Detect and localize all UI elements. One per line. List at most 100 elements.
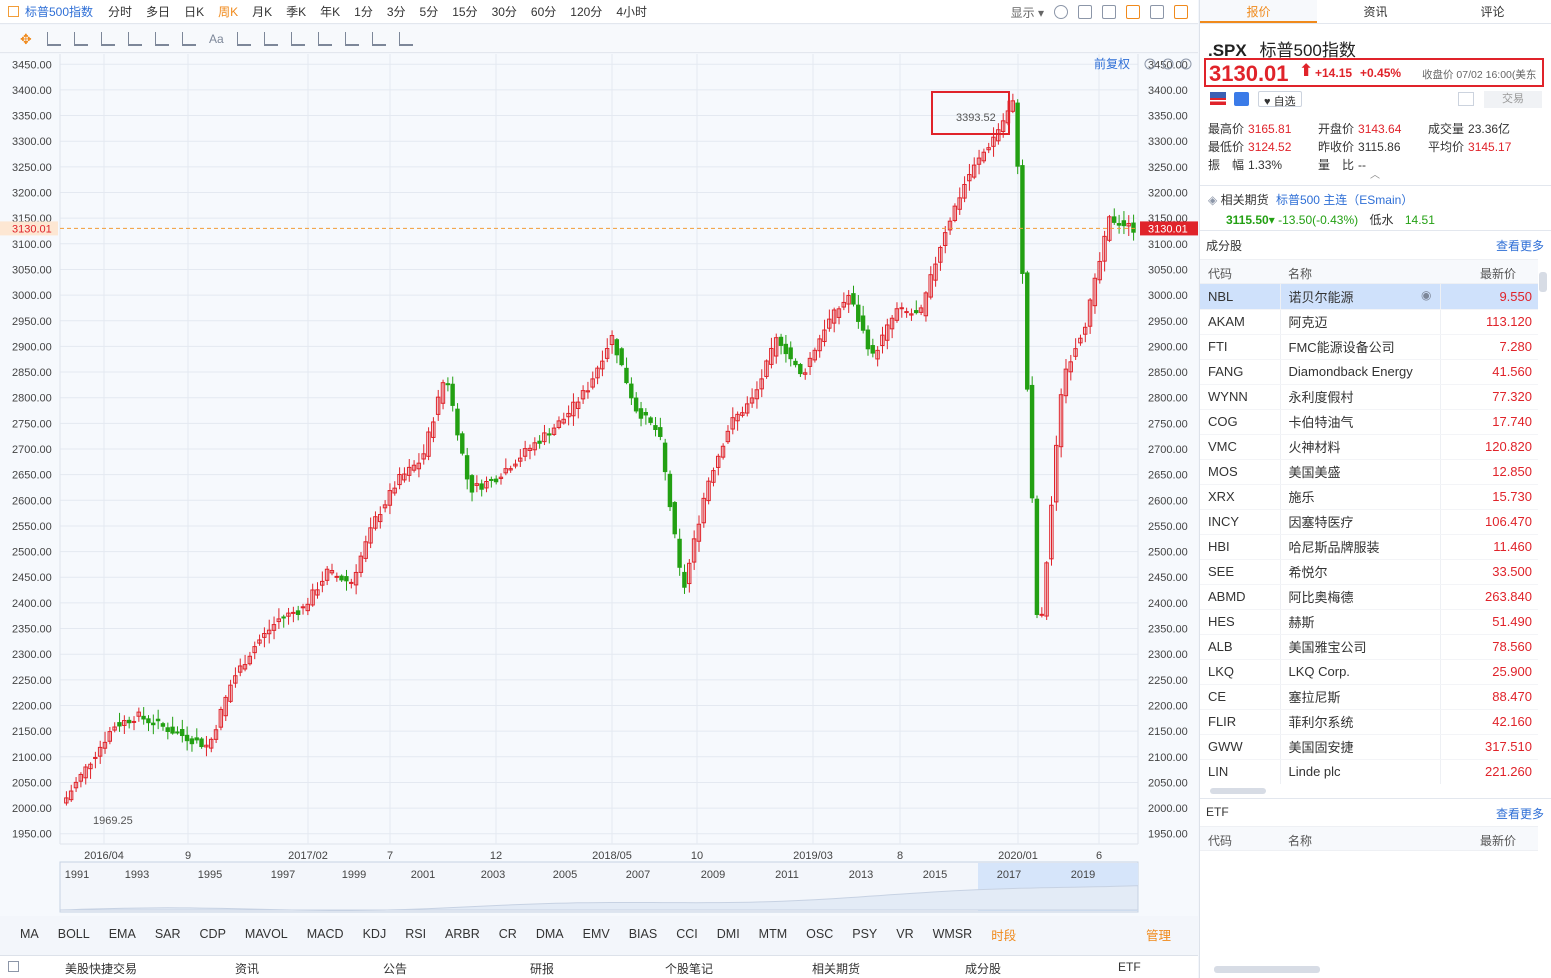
constituent-row[interactable]: AKAM 阿克迈 113.120 [1200,309,1538,335]
constituent-row[interactable]: VMC 火神材料 120.820 [1200,434,1538,460]
period-tab[interactable]: 周K [218,5,239,19]
constituent-row[interactable]: LIN Linde plc 221.260 [1200,759,1538,784]
indicator-tab[interactable]: KDJ [362,927,387,941]
tag-icon[interactable] [1234,92,1249,106]
text-tool-icon[interactable]: Aa [209,31,224,46]
indicator-tab[interactable]: EMA [108,927,136,941]
constituent-row[interactable]: WYNN 永利度假村 77.320 [1200,384,1538,410]
indicator-tab[interactable]: VR [896,927,914,941]
settings-icon[interactable] [1054,5,1068,19]
trade-button[interactable]: 交易 [1484,91,1542,108]
period-tab[interactable]: 季K [286,5,307,19]
indicator-tab[interactable]: OSC [806,927,834,941]
arrow-tool-icon[interactable] [182,31,196,46]
constituents-more-link[interactable]: 查看更多 [1496,239,1545,253]
line-tool-icon[interactable] [47,31,61,46]
constituent-row[interactable]: XRX 施乐 15.730 [1200,484,1538,510]
period-tab[interactable]: 1分 [354,5,373,19]
bottom-tab[interactable]: 个股笔记 [665,962,714,976]
constituent-row[interactable]: LKQ LKQ Corp. 25.900 [1200,659,1538,685]
period-tab[interactable]: 5分 [419,5,439,19]
bottom-tab[interactable]: 资讯 [235,962,260,976]
indicator-tab[interactable]: BIAS [628,927,658,941]
period-tab[interactable]: 多日 [146,5,171,19]
indicator-tab[interactable]: MA [20,927,39,941]
constituent-row[interactable]: ALB 美国雅宝公司 78.560 [1200,634,1538,660]
bottom-tab[interactable]: 成分股 [965,962,1002,976]
wave-tool-icon[interactable] [101,31,115,46]
constituent-row[interactable]: FLIR 菲利尔系统 42.160 [1200,709,1538,735]
adjust-label[interactable]: 前复权 [1094,56,1130,71]
indicator-tab[interactable]: BOLL [57,927,90,941]
bottom-tab[interactable]: 相关期货 [812,962,861,976]
trash-icon[interactable] [344,31,359,46]
indicator-tab[interactable]: 时段 [991,928,1017,943]
constituent-row[interactable]: MOS 美国美盛 12.850 [1200,459,1538,485]
reset-icon[interactable] [1144,58,1156,70]
panel-tab[interactable]: 报价 [1200,0,1317,23]
chart-title[interactable]: 标普500指数 [25,5,94,19]
bottom-tab[interactable]: 美股快捷交易 [65,962,138,976]
period-tab[interactable]: 15分 [452,5,478,19]
constituent-row[interactable]: COG 卡伯特油气 17.740 [1200,409,1538,435]
display-dropdown[interactable]: 显示 ▾ [1010,5,1044,20]
constituent-row[interactable]: ABMD 阿比奥梅德 263.840 [1200,584,1538,610]
fib-tool-icon[interactable] [128,31,142,46]
camera-icon[interactable] [1102,5,1116,19]
indicator-tab[interactable]: EMV [582,927,610,941]
indicator-tab[interactable]: CDP [199,927,226,941]
indicator-tab[interactable]: WMSR [932,927,973,941]
indicator-tab[interactable]: DMI [716,927,740,941]
constituent-row[interactable]: HES 赫斯 51.490 [1200,609,1538,635]
link-icon[interactable] [371,31,386,46]
sidebar-toggle-icon[interactable] [8,6,19,17]
layout-icon[interactable] [1078,5,1092,19]
alert-bell-icon[interactable] [1458,92,1474,106]
period-tab[interactable]: 年K [320,5,341,19]
constituent-row[interactable]: CE 塞拉尼斯 88.470 [1200,684,1538,710]
fullscreen-icon[interactable] [1150,5,1164,19]
eye-icon[interactable]: ◉ [1421,288,1432,302]
indicator-tab[interactable]: CR [498,927,517,941]
kline-chart[interactable]: 3450.00 3450.00 3400.00 3400.00 3350.00 3350.… [0,54,1198,916]
period-tab[interactable]: 日K [184,5,205,19]
indicator-tab[interactable]: MACD [306,927,344,941]
ray-tool-icon[interactable] [74,31,88,46]
constituents-list[interactable]: NBL 诺贝尔能源 ◉ 9.550 AKAM 阿克迈 113.120 FTI FMC能源设备公司… [1200,284,1538,784]
zoom-in-icon[interactable] [1180,58,1192,70]
constituent-row[interactable]: FANG Diamondback Energy 41.560 [1200,359,1538,385]
period-tab[interactable]: 120分 [570,5,603,19]
period-tab[interactable]: 分时 [108,5,133,19]
indicator-tab[interactable]: MAVOL [244,927,288,941]
indicator-tab[interactable]: ARBR [445,927,480,941]
indicator-tab[interactable]: PSY [852,927,878,941]
indicator-tab[interactable]: CCI [676,927,698,941]
constituent-row[interactable]: NBL 诺贝尔能源 ◉ 9.550 [1200,284,1538,310]
watchlist-button[interactable]: ♥ 自选 [1258,91,1302,108]
move-icon[interactable]: ✥ [20,30,32,47]
zoom-out-icon[interactable] [1162,58,1174,70]
list-scrollbar[interactable] [1539,272,1547,292]
etf-more-link[interactable]: 查看更多 [1496,807,1545,821]
bottom-tab[interactable]: ETF [1118,960,1141,974]
futures-row[interactable]: ◈ 相关期货 标普500 主连（ESmain） [1208,193,1414,207]
indicator-tab[interactable]: RSI [405,927,427,941]
period-tab[interactable]: 60分 [530,5,557,19]
draw-settings-icon[interactable] [398,31,413,46]
indicator-tab[interactable]: MTM [758,927,788,941]
constituent-row[interactable]: INCY 因塞特医疗 106.470 [1200,509,1538,535]
period-tab[interactable]: 30分 [491,5,517,19]
range-tool-icon[interactable] [155,31,169,46]
period-tab[interactable]: 4小时 [616,5,647,19]
constituent-row[interactable]: SEE 希悦尔 33.500 [1200,559,1538,585]
indicator-tab[interactable]: SAR [154,927,181,941]
panel-tab[interactable]: 评论 [1480,5,1505,19]
panel-tab[interactable]: 资讯 [1363,5,1388,19]
constituent-row[interactable]: FTI FMC能源设备公司 7.280 [1200,334,1538,360]
panel-hscrollbar[interactable] [1214,966,1320,973]
pen-icon[interactable] [1126,5,1140,19]
constituent-row[interactable]: GWW 美国固安捷 317.510 [1200,734,1538,760]
panel-toggle-icon[interactable] [1174,5,1188,19]
note-tool-icon[interactable] [236,31,251,46]
collapse-icon[interactable] [8,961,19,972]
